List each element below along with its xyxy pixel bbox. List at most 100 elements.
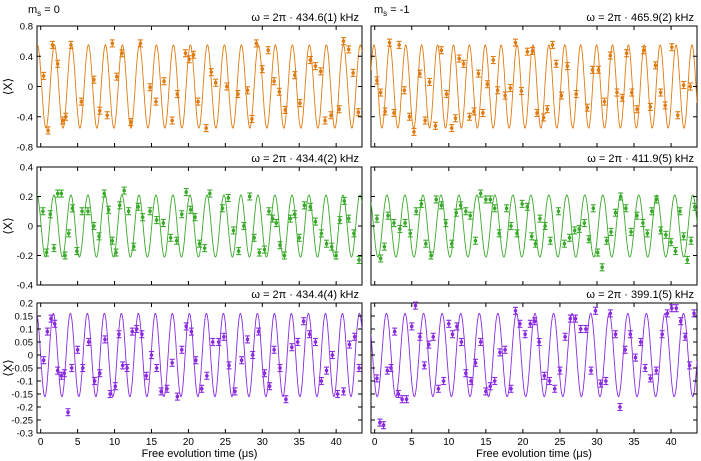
marker <box>202 246 207 250</box>
marker <box>645 231 650 236</box>
y-axis-label: ⟨X⟩ <box>1 217 15 234</box>
marker <box>114 74 119 79</box>
y-tick-label: -0.4 <box>17 281 33 292</box>
data-point <box>558 91 564 100</box>
data-point <box>41 71 47 80</box>
marker <box>55 191 60 196</box>
marker <box>529 234 534 239</box>
marker <box>337 107 341 111</box>
marker <box>525 205 530 209</box>
marker <box>508 86 513 90</box>
data-point <box>687 82 693 91</box>
data-point <box>561 239 567 248</box>
marker <box>247 194 252 199</box>
marker <box>678 209 682 214</box>
marker <box>213 80 218 85</box>
data-point <box>467 112 473 121</box>
data-point <box>527 319 533 328</box>
data-point <box>140 213 146 222</box>
marker <box>408 231 413 236</box>
data-point <box>245 335 251 344</box>
data-point <box>544 105 550 114</box>
data-point <box>607 309 613 318</box>
data-point <box>502 91 508 100</box>
data-point <box>588 366 594 375</box>
data-point <box>48 314 54 323</box>
data-point <box>578 324 584 334</box>
marker <box>86 340 91 344</box>
data-point <box>102 335 108 344</box>
data-point <box>119 49 125 58</box>
data-point <box>443 219 449 228</box>
data-point <box>557 366 563 375</box>
marker <box>469 379 473 383</box>
marker <box>608 311 613 316</box>
marker <box>227 363 231 368</box>
data-point <box>677 207 683 216</box>
data-point <box>289 343 295 352</box>
marker <box>193 215 197 219</box>
marker <box>175 92 180 96</box>
marker <box>593 309 598 313</box>
x-tick-label: 25 <box>554 437 566 448</box>
marker <box>283 108 287 112</box>
data-point <box>463 207 469 216</box>
panel-r0-c1: ω = 2π · 465.9(2) kHz <box>370 12 698 148</box>
marker <box>653 63 658 68</box>
data-point <box>97 369 103 378</box>
data-point <box>404 395 410 404</box>
data-point <box>573 90 579 99</box>
marker <box>298 101 302 105</box>
marker <box>80 209 84 214</box>
marker <box>444 221 448 225</box>
panel-title: ω = 2π · 434.4(2) kHz <box>251 153 359 165</box>
marker <box>209 70 214 74</box>
marker <box>434 197 439 202</box>
marker <box>515 231 519 236</box>
data-point <box>377 418 383 427</box>
marker <box>239 358 244 363</box>
marker <box>577 227 581 231</box>
data-point <box>97 106 103 115</box>
marker <box>52 246 56 250</box>
marker <box>274 221 279 225</box>
y-tick-label: 0.05 <box>15 338 34 349</box>
y-tick-label: 0.8 <box>20 22 33 33</box>
data-point <box>468 376 474 386</box>
marker <box>231 228 236 233</box>
data-point <box>658 88 664 97</box>
data-point <box>126 207 132 216</box>
marker <box>407 114 412 119</box>
data-point <box>572 314 578 323</box>
marker <box>624 206 628 211</box>
marker <box>556 209 561 214</box>
y-tick-label: -0.2 <box>17 403 33 414</box>
marker <box>319 231 324 236</box>
data-point <box>65 408 71 417</box>
data-point <box>202 244 208 253</box>
marker <box>572 228 577 233</box>
data-point <box>235 90 241 99</box>
y-tick-label: 0.15 <box>15 312 34 323</box>
marker <box>554 62 559 66</box>
marker <box>589 368 593 373</box>
marker <box>295 340 300 344</box>
data-point <box>192 213 198 222</box>
marker <box>130 329 135 334</box>
data-point <box>322 116 328 125</box>
data-point <box>673 304 679 313</box>
data-point <box>164 384 170 393</box>
data-point <box>692 202 698 211</box>
data-point <box>423 239 429 248</box>
marker <box>341 389 346 394</box>
marker <box>270 216 275 221</box>
data-point <box>251 233 257 242</box>
column-headers: ms = 0 ms = -1 <box>28 4 410 18</box>
data-point <box>682 332 688 341</box>
marker <box>532 319 537 324</box>
marker <box>423 118 427 123</box>
marker <box>472 109 476 114</box>
data-point <box>351 229 357 238</box>
data-point <box>444 90 450 99</box>
